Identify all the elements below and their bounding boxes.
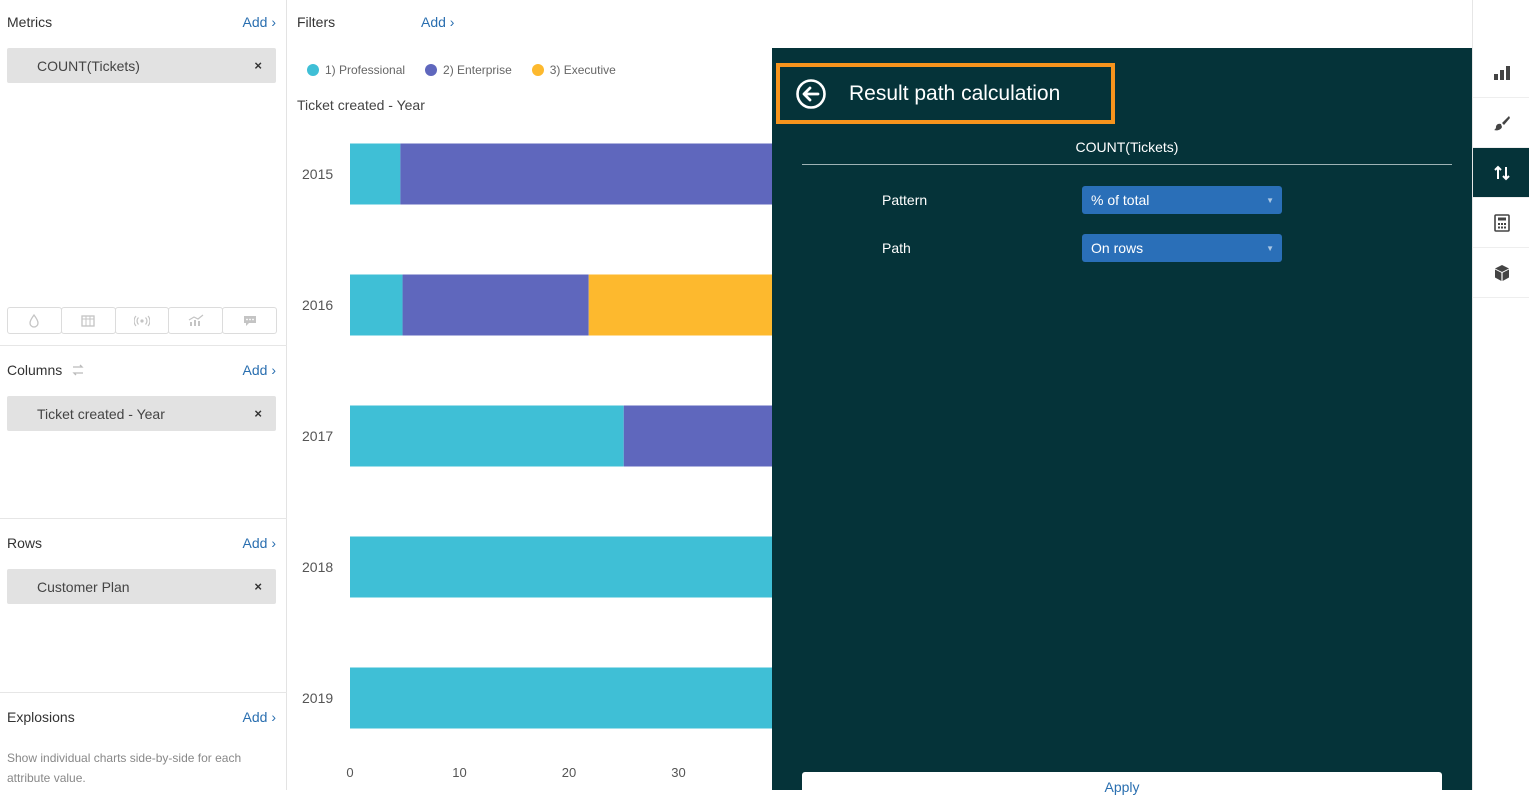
column-chip-remove-button[interactable]: ×	[254, 406, 262, 421]
divider	[0, 345, 287, 346]
radio-icon[interactable]	[114, 307, 170, 334]
caret-down-icon: ▼	[1266, 195, 1274, 205]
metric-chip[interactable]: COUNT(Tickets) ×	[7, 48, 276, 83]
back-arrow-icon[interactable]	[795, 78, 827, 110]
x-tick-label: 20	[562, 765, 576, 780]
legend-item[interactable]: 2) Enterprise	[425, 63, 512, 77]
columns-title: Columns	[7, 362, 63, 378]
swap-icon[interactable]	[70, 363, 86, 377]
explosions-header: Explosions Add ›	[7, 709, 276, 725]
y-tick-label: 2018	[302, 559, 333, 575]
result-path-panel: Result path calculation COUNT(Tickets) P…	[772, 48, 1472, 802]
legend-item[interactable]: 3) Executive	[531, 63, 616, 77]
bar-segment	[350, 667, 778, 729]
column-chip-label: Ticket created - Year	[37, 405, 165, 422]
y-axis-title: Ticket created - Year	[297, 97, 425, 113]
y-tick-label: 2017	[302, 428, 333, 444]
comment-icon[interactable]	[222, 307, 277, 334]
row-chip[interactable]: Customer Plan ×	[7, 569, 276, 604]
path-select[interactable]: On rows ▼	[1082, 234, 1282, 262]
y-tick-label: 2019	[302, 690, 333, 706]
columns-header: Columns Add ›	[7, 362, 276, 378]
pattern-select[interactable]: % of total ▼	[1082, 186, 1282, 214]
query-builder-panel: Metrics Add › COUNT(Tickets) × Columns A…	[0, 0, 287, 790]
caret-down-icon: ▼	[1266, 243, 1274, 253]
explosions-title: Explosions	[7, 709, 75, 725]
legend-swatch	[531, 64, 544, 76]
chart-area: Filters Add › 1) Professional 2) Enterpr…	[287, 0, 1472, 790]
panel-title: Result path calculation	[849, 81, 1061, 105]
bar-segment	[623, 405, 778, 467]
row-chip-remove-button[interactable]: ×	[254, 579, 262, 594]
explosions-description: Show individual charts side-by-side for …	[7, 751, 242, 785]
metrics-add-button[interactable]: Add ›	[242, 14, 276, 30]
divider	[0, 518, 287, 519]
bar-chart: 2015 2016 2017 2018 2019 0 10 20 30	[302, 143, 778, 780]
rows-title: Rows	[7, 535, 43, 551]
legend-label: 1) Professional	[325, 63, 406, 77]
metrics-title: Metrics	[7, 14, 53, 30]
row-chip-label: Customer Plan	[37, 578, 130, 595]
bar-segment	[350, 274, 403, 336]
x-tick-label: 0	[346, 765, 353, 780]
sort-arrows-icon[interactable]	[1473, 148, 1529, 198]
cube-icon[interactable]	[1473, 248, 1529, 298]
x-tick-label: 10	[452, 765, 466, 780]
brush-icon[interactable]	[1473, 98, 1529, 148]
panel-header: Result path calculation	[776, 63, 1115, 124]
bar-segment	[350, 536, 778, 598]
filters-title: Filters	[297, 14, 336, 30]
legend-swatch	[425, 64, 438, 76]
drop-icon[interactable]	[7, 307, 62, 334]
legend-item[interactable]: 1) Professional	[307, 63, 405, 77]
chart-line-icon[interactable]	[168, 307, 224, 334]
y-tick-label: 2015	[302, 166, 333, 182]
table-icon[interactable]	[60, 307, 116, 334]
metrics-header: Metrics Add ›	[7, 14, 276, 30]
path-label: Path	[882, 240, 911, 256]
x-tick-label: 30	[671, 765, 685, 780]
divider	[0, 692, 287, 693]
pattern-label: Pattern	[882, 192, 928, 208]
right-icon-rail	[1472, 0, 1529, 790]
bar-segment	[350, 143, 401, 205]
divider	[802, 164, 1452, 165]
legend-label: 2) Enterprise	[443, 63, 512, 77]
columns-add-button[interactable]: Add ›	[242, 362, 276, 378]
apply-button[interactable]: Apply	[802, 772, 1442, 802]
metric-chip-remove-button[interactable]: ×	[254, 58, 262, 73]
bar-segment	[350, 405, 624, 467]
legend-swatch	[307, 64, 319, 76]
legend-label: 3) Executive	[549, 63, 616, 77]
chart-legend: 1) Professional 2) Enterprise 3) Executi…	[307, 63, 616, 77]
bar-segment	[402, 274, 589, 336]
pattern-select-value: % of total	[1091, 192, 1150, 208]
explosions-add-button[interactable]: Add ›	[242, 709, 276, 725]
bar-segment	[400, 143, 778, 205]
column-chip[interactable]: Ticket created - Year ×	[7, 396, 276, 431]
bar-chart-icon[interactable]	[1473, 48, 1529, 98]
rows-header: Rows Add ›	[7, 535, 276, 551]
y-tick-label: 2016	[302, 297, 333, 313]
calculator-icon[interactable]	[1473, 198, 1529, 248]
filters-add-button[interactable]: Add ›	[421, 14, 455, 30]
bar-segment	[588, 274, 778, 336]
visualization-toolbar	[7, 307, 277, 334]
metric-name: COUNT(Tickets)	[1075, 139, 1179, 155]
rows-add-button[interactable]: Add ›	[242, 535, 276, 551]
path-select-value: On rows	[1091, 240, 1144, 256]
metric-chip-label: COUNT(Tickets)	[37, 57, 140, 74]
